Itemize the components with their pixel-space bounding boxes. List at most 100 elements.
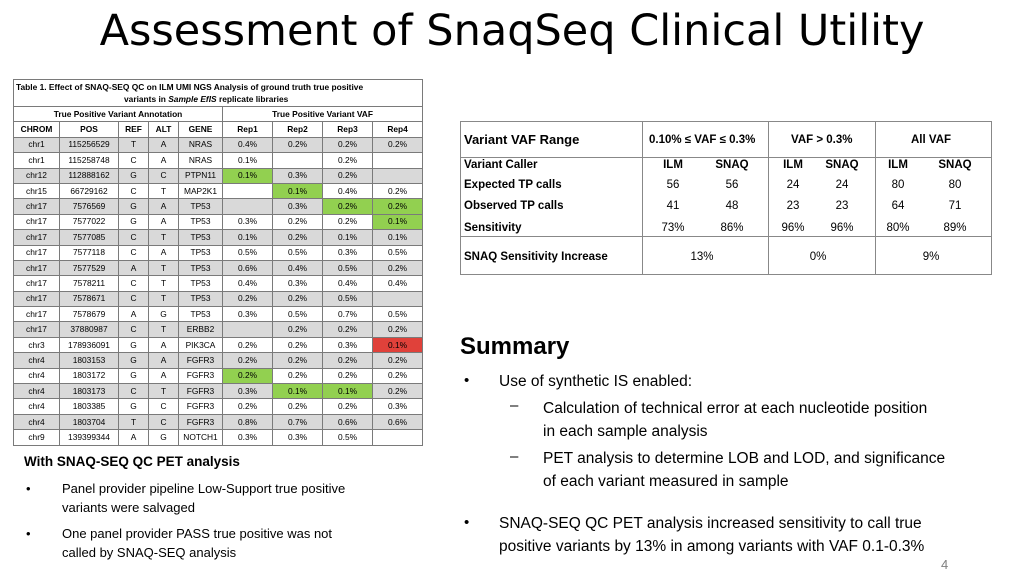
table-cell: TP53 bbox=[178, 213, 223, 231]
table-cell: 0.1% bbox=[322, 383, 373, 400]
bullet-marker: • bbox=[464, 514, 470, 531]
table-cell: chr17 bbox=[13, 244, 60, 261]
table-cell: FGFR3 bbox=[178, 383, 223, 400]
table-cell: 178936091 bbox=[59, 336, 119, 354]
table-cell: 7578679 bbox=[59, 306, 119, 323]
table-cell: A bbox=[148, 336, 179, 354]
table-cell: 0.1% bbox=[322, 229, 373, 246]
table-cell bbox=[272, 152, 323, 169]
table-cell: 0.2% bbox=[371, 367, 424, 385]
sensitivity-cell: 96% bbox=[830, 222, 854, 234]
table-cell: T bbox=[118, 136, 149, 154]
callers-cell: ILM bbox=[783, 159, 803, 171]
table-cell: 0.7% bbox=[272, 413, 323, 431]
table-cell: 0.2% bbox=[322, 321, 373, 338]
sensitivity-cell: 86% bbox=[720, 222, 744, 234]
table-cell: C bbox=[118, 182, 149, 200]
sensitivity-cell: 80% bbox=[886, 222, 910, 234]
table-cell: TP53 bbox=[178, 306, 223, 323]
table-cell bbox=[222, 321, 273, 338]
table-cell: 0.2% bbox=[272, 336, 323, 354]
group-header-vaf: True Positive Variant VAF bbox=[221, 105, 424, 123]
table-row: chr17 37880987 C T ERBB2 0.2% 0.2% 0.2% bbox=[13, 321, 424, 338]
table-cell: A bbox=[148, 198, 179, 215]
summary-heading: Summary bbox=[460, 333, 570, 360]
table-cell: TP53 bbox=[178, 275, 223, 292]
note-not-called: One panel provider PASS true positive wa… bbox=[62, 526, 333, 560]
table-cell: 0.3% bbox=[371, 398, 424, 415]
page-number: 4 bbox=[941, 557, 949, 572]
table-cell: chr17 bbox=[13, 198, 60, 215]
table-cell: G bbox=[118, 398, 149, 415]
table-cell: 0.5% bbox=[371, 306, 424, 323]
table-cell: G bbox=[118, 167, 149, 184]
table-cell: G bbox=[118, 367, 149, 385]
caller-label: Variant Caller bbox=[464, 159, 538, 171]
table-cell: T bbox=[148, 321, 179, 338]
table-cell: chr17 bbox=[13, 306, 60, 323]
table-cell: 0.4% bbox=[222, 275, 273, 292]
table-cell: 0.4% bbox=[322, 275, 373, 292]
column-header: CHROM bbox=[13, 121, 60, 138]
range-high-header: VAF > 0.3% bbox=[791, 134, 853, 146]
table-cell: 0.8% bbox=[222, 413, 273, 431]
table-cell: 0.6% bbox=[222, 259, 273, 277]
callers-cell: ILM bbox=[663, 159, 683, 171]
callers-cell: SNAQ bbox=[715, 159, 749, 171]
table-cell: TP53 bbox=[178, 259, 223, 277]
table-cell: 0.3% bbox=[222, 213, 273, 231]
table-row: chr3 178936091 G A PIK3CA 0.2% 0.2% 0.3% 0.1% bbox=[13, 336, 424, 354]
table-cell: FGFR3 bbox=[178, 367, 223, 385]
table-cell: A bbox=[118, 429, 149, 446]
increase-label: SNAQ Sensitivity Increase bbox=[464, 251, 608, 263]
table-cell: 0.2% bbox=[322, 152, 373, 169]
table-cell: 0.3% bbox=[322, 244, 373, 261]
table-row: chr17 7578211 C T TP53 0.4% 0.3% 0.4% 0.4% bbox=[13, 275, 424, 292]
table-cell: chr4 bbox=[13, 367, 60, 385]
table-cell: TP53 bbox=[178, 290, 223, 308]
callers-cell: SNAQ bbox=[938, 159, 972, 171]
callers-cell: ILM bbox=[888, 159, 908, 171]
table-row: chr17 7576569 G A TP53 0.3% 0.2% 0.2% bbox=[13, 198, 424, 215]
table-cell: chr4 bbox=[13, 398, 60, 415]
table-cell: 0.3% bbox=[272, 429, 323, 446]
table-cell: C bbox=[118, 290, 149, 308]
table-row: chr17 7577022 G A TP53 0.3% 0.2% 0.2% 0.1% bbox=[13, 213, 424, 231]
table-cell: 0.3% bbox=[272, 275, 323, 292]
table-cell: 0.2% bbox=[322, 398, 373, 415]
table-cell: 0.3% bbox=[272, 198, 323, 215]
table-cell: chr1 bbox=[13, 136, 60, 154]
bullet-marker: • bbox=[26, 481, 31, 496]
table-cell: 0.3% bbox=[222, 429, 273, 446]
table-cell: chr4 bbox=[13, 383, 60, 400]
sensitivity-table: Variant VAF Range 0.10% ≤ VAF ≤ 0.3% VAF… bbox=[460, 121, 992, 275]
table-cell: chr1 bbox=[13, 152, 60, 169]
summary-sub-2: PET analysis to determine LOB and LOD, a… bbox=[543, 450, 946, 490]
table-cell: 7577085 bbox=[59, 229, 119, 246]
table-cell: A bbox=[148, 152, 179, 169]
table-cell: 1803704 bbox=[59, 413, 119, 431]
dash-marker: – bbox=[510, 448, 519, 465]
table-cell: 37880987 bbox=[59, 321, 119, 338]
table-cell: A bbox=[148, 352, 179, 369]
expected-cell: 80 bbox=[891, 179, 905, 191]
note-salvaged: Panel provider pipeline Low-Support true… bbox=[62, 481, 346, 515]
table-cell: G bbox=[118, 352, 149, 369]
dash-marker: – bbox=[510, 397, 519, 414]
table-cell: T bbox=[148, 182, 179, 200]
table-cell: C bbox=[118, 383, 149, 400]
table-cell: 0.2% bbox=[322, 136, 373, 154]
table-cell: C bbox=[118, 244, 149, 261]
table-cell: NRAS bbox=[178, 136, 223, 154]
table-cell: ERBB2 bbox=[178, 321, 223, 338]
table-cell: C bbox=[148, 413, 179, 431]
table-cell: 0.1% bbox=[371, 213, 424, 231]
table-row: chr9 139399344 A G NOTCH1 0.3% 0.3% 0.5% bbox=[13, 429, 424, 446]
table-cell: G bbox=[118, 198, 149, 215]
table-cell: 0.5% bbox=[322, 290, 373, 308]
increase-cell: 0% bbox=[809, 251, 827, 263]
table-cell: 0.5% bbox=[322, 259, 373, 277]
table-cell: 0.2% bbox=[272, 321, 323, 338]
table-cell: 0.2% bbox=[322, 213, 373, 231]
sensitivity-cell: 89% bbox=[943, 222, 967, 234]
